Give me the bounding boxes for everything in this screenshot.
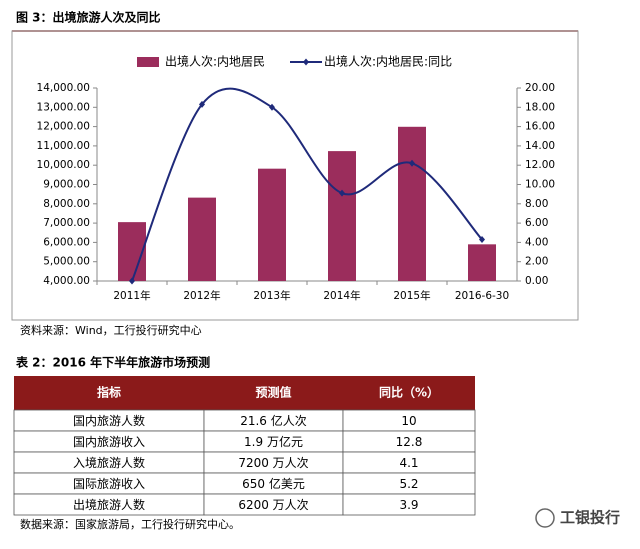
watermark: 工银投行 — [560, 509, 620, 527]
x-tick-label: 2011年 — [113, 289, 150, 302]
figure-caption: 图 3：出境旅游人次及同比 — [16, 10, 161, 25]
y2-tick-label: 20.00 — [525, 82, 555, 94]
y-tick-label: 10,000.00 — [37, 159, 90, 171]
chart-source: 资料来源：Wind，工行投行研究中心 — [20, 323, 202, 337]
table-cell-text: 21.6 亿人次 — [240, 413, 307, 428]
bar — [188, 197, 216, 281]
table-cell-text: 650 亿美元 — [242, 476, 305, 491]
y2-tick-label: 0.00 — [525, 275, 548, 287]
line — [131, 87, 483, 282]
y2-tick-label: 16.00 — [525, 121, 555, 133]
y-tick-label: 14,000.00 — [37, 82, 90, 94]
y-tick-label: 11,000.00 — [37, 140, 90, 152]
x-tick-label: 2016-6-30 — [455, 290, 509, 302]
line-marker — [339, 189, 345, 197]
table-cell-text: 12.8 — [396, 435, 423, 449]
table-cell-text: 6200 万人次 — [238, 498, 308, 512]
table-header: 预测值 — [255, 385, 291, 400]
line-marker — [409, 159, 415, 167]
watermark-icon — [535, 508, 555, 528]
y2-tick-label: 10.00 — [525, 179, 555, 191]
legend-marker — [303, 58, 309, 66]
table-cell-text: 入境旅游人数 — [73, 455, 145, 470]
y2-tick-label: 2.00 — [525, 256, 548, 268]
line-marker — [479, 236, 485, 244]
y2-tick-label: 8.00 — [525, 198, 548, 210]
table-cell-text: 3.9 — [399, 498, 418, 512]
table-header: 指标 — [97, 385, 121, 400]
table-caption: 表 2：2016 年下半年旅游市场预测 — [15, 355, 210, 370]
legend-label: 出境人次:内地居民:同比 — [324, 54, 452, 69]
table-cell-text: 4.1 — [399, 456, 418, 470]
y2-tick-label: 18.00 — [525, 101, 555, 113]
y-tick-label: 13,000.00 — [37, 101, 90, 113]
x-tick-label: 2014年 — [323, 289, 360, 302]
y2-tick-label: 12.00 — [525, 159, 555, 171]
y2-tick-label: 6.00 — [525, 217, 548, 229]
table: 指标 预测值 同比（%） 国内旅游人数 21.6 亿人次 10 国内旅游收入 1.9 万亿元 1… — [13, 376, 476, 516]
y2-tick-label: 14.00 — [525, 140, 555, 152]
table-cell-text: 出境旅游人数 — [73, 497, 145, 512]
table-source: 数据来源：国家旅游局，工行投行研究中心。 — [20, 517, 240, 531]
x-tick-label: 2013年 — [253, 289, 290, 302]
chart-frame — [11, 30, 579, 321]
table-cell-text: 7200 万人次 — [238, 456, 308, 470]
line-marker — [129, 277, 135, 285]
table-cell-text: 国内旅游人数 — [73, 413, 145, 428]
table-cell — [342, 493, 476, 516]
bar — [258, 168, 286, 281]
y-tick-label: 12,000.00 — [37, 121, 90, 133]
table-header-bg — [14, 376, 475, 410]
bar — [328, 151, 356, 281]
table-cell-text: 国内旅游收入 — [73, 435, 145, 449]
table-cell-text: 1.9 万亿元 — [244, 434, 303, 449]
y-tick-label: 9,000.00 — [43, 179, 90, 191]
y2-tick-label: 4.00 — [525, 236, 548, 248]
chart: 4,000.00 5,000.00 6,000.00 7,000.00 8,000.00… — [37, 54, 556, 303]
line-marker — [199, 100, 205, 108]
table-cell-text: 10 — [401, 414, 416, 428]
table-header: 同比（%） — [379, 385, 439, 400]
x-tick-label: 2015年 — [393, 289, 430, 302]
y-tick-label: 5,000.00 — [43, 256, 90, 268]
x-tick-label: 2012年 — [183, 289, 220, 302]
table-cell-text: 5.2 — [399, 477, 418, 491]
legend-swatch — [137, 57, 159, 67]
y-tick-label: 8,000.00 — [43, 198, 90, 210]
table-cell-text: 国际旅游收入 — [73, 477, 145, 491]
bar — [468, 244, 496, 281]
y-tick-label: 4,000.00 — [43, 275, 90, 287]
line-marker — [269, 103, 275, 111]
y-tick-label: 7,000.00 — [43, 217, 90, 229]
y-tick-label: 6,000.00 — [43, 236, 90, 248]
legend-label: 出境人次:内地居民 — [165, 54, 265, 69]
bar — [398, 126, 426, 281]
